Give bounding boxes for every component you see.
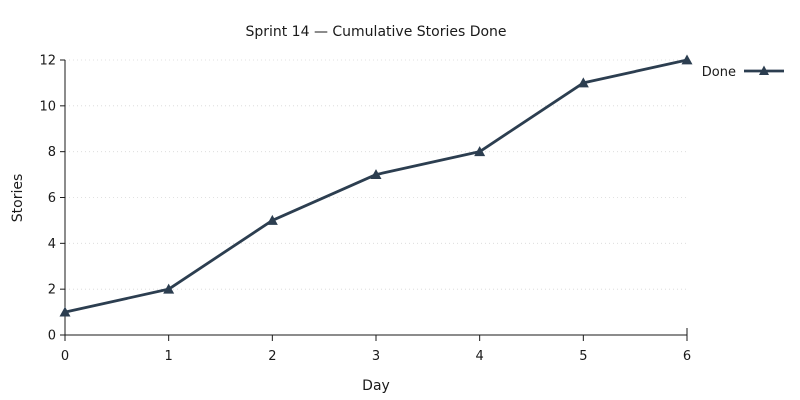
x-tick-label-4: 4 <box>476 349 484 364</box>
series-line-0 <box>64 58 688 314</box>
legend: Done <box>702 65 784 80</box>
data-point-5 <box>577 77 589 88</box>
y-axis: 0 2 4 6 8 10 12 <box>39 54 65 344</box>
data-point-0 <box>59 306 71 317</box>
x-tick-label-3: 3 <box>372 349 380 364</box>
data-point-2 <box>266 214 278 225</box>
y-tick-label-1: 2 <box>48 283 56 298</box>
series-done <box>59 54 693 317</box>
x-tick-label-0: 0 <box>61 349 69 364</box>
y-tick-label-2: 4 <box>48 237 56 252</box>
data-point-6 <box>681 54 693 65</box>
x-tick-label-2: 2 <box>268 349 276 364</box>
x-tick-label-6: 6 <box>683 349 691 364</box>
y-tick-label-6: 12 <box>39 54 56 69</box>
x-axis: 0 1 2 3 4 5 6 <box>61 335 691 364</box>
y-tick-label-4: 8 <box>48 145 56 160</box>
x-axis-label: Day <box>362 378 390 394</box>
y-tick-label-3: 6 <box>48 191 56 206</box>
y-axis-label: Stories <box>10 174 26 223</box>
x-tick-label-1: 1 <box>165 349 173 364</box>
data-point-3 <box>370 169 382 179</box>
data-point-4 <box>474 146 486 157</box>
x-tick-label-5: 5 <box>579 349 587 364</box>
legend-label-done: Done <box>702 65 736 80</box>
chart-title: Sprint 14 — Cumulative Stories Done <box>245 24 506 40</box>
data-point-1 <box>163 283 175 294</box>
legend-marker-done <box>759 65 769 75</box>
y-tick-label-0: 0 <box>48 329 56 344</box>
y-tick-label-5: 10 <box>39 99 56 114</box>
